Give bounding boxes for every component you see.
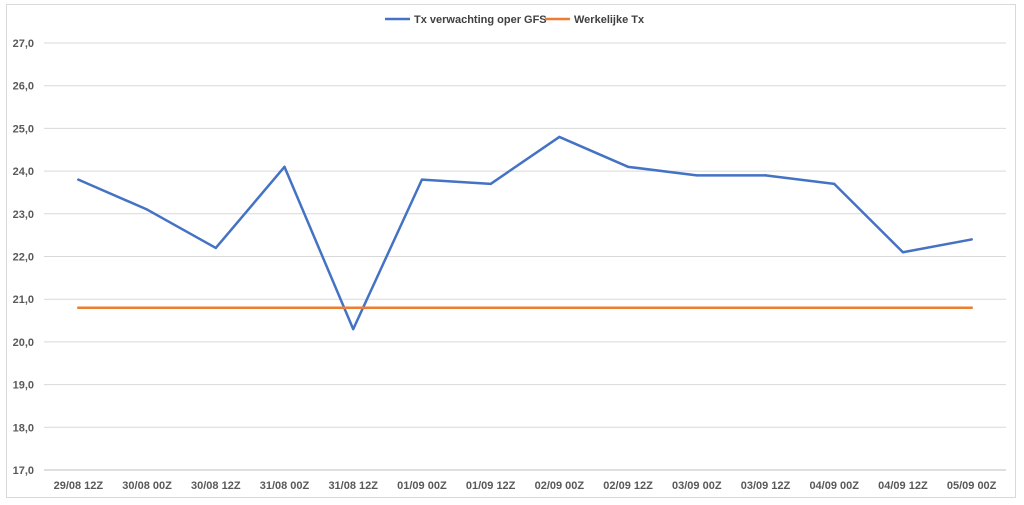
data-point (833, 182, 836, 186)
data-point (77, 178, 80, 181)
data-point (695, 174, 698, 177)
data-point (489, 182, 492, 186)
data-point (901, 306, 905, 309)
y-tick-label: 19,0 (13, 380, 34, 392)
data-point (833, 306, 836, 309)
legend: Tx verwachting oper GFS Werkelijke Tx (385, 14, 645, 26)
data-point (145, 208, 149, 211)
legend-label-forecast: Tx verwachting oper GFS (414, 14, 547, 26)
x-axis: 29/08 12Z 30/08 00Z 30/08 12Z 31/08 00Z 31/0… (54, 480, 997, 492)
x-tick-label: 02/09 00Z (535, 480, 585, 492)
data-point (489, 306, 492, 309)
data-point (283, 165, 286, 169)
x-tick-label: 01/09 00Z (397, 480, 447, 492)
data-point (352, 306, 355, 309)
gridlines (44, 42, 1006, 471)
data-point (145, 306, 149, 309)
data-point (901, 251, 905, 254)
data-point (558, 135, 561, 139)
x-tick-label: 29/08 12Z (54, 480, 104, 492)
data-point (420, 178, 424, 181)
x-tick-label: 04/09 12Z (878, 480, 928, 492)
x-tick-label: 31/08 12Z (328, 480, 378, 492)
data-point (764, 174, 767, 177)
x-tick-label: 31/08 00Z (260, 480, 310, 492)
y-tick-label: 25,0 (13, 123, 34, 135)
data-point (970, 306, 973, 309)
y-tick-label: 24,0 (13, 166, 34, 178)
data-point (214, 246, 217, 250)
x-tick-label: 30/08 00Z (122, 480, 172, 492)
y-tick-label: 26,0 (13, 81, 34, 93)
legend-item-forecast: Tx verwachting oper GFS (385, 14, 547, 26)
y-tick-label: 20,0 (13, 337, 34, 349)
y-tick-label: 23,0 (13, 209, 34, 221)
x-tick-label: 03/09 12Z (741, 480, 791, 492)
y-axis: 17,0 18,0 19,0 20,0 21,0 22,0 23,0 24,0 25,0 26,0… (13, 38, 34, 477)
y-tick-label: 18,0 (13, 422, 34, 434)
legend-label-actual: Werkelijke Tx (574, 14, 645, 26)
data-point (420, 306, 424, 309)
legend-item-actual: Werkelijke Tx (545, 14, 645, 26)
x-tick-label: 30/08 12Z (191, 480, 241, 492)
y-tick-label: 17,0 (13, 465, 34, 477)
series-line-0 (77, 135, 973, 331)
data-point (626, 306, 630, 309)
data-point (77, 306, 80, 309)
y-tick-label: 27,0 (13, 38, 34, 50)
x-tick-label: 03/09 00Z (672, 480, 722, 492)
x-tick-label: 04/09 00Z (809, 480, 859, 492)
data-point (214, 306, 217, 309)
y-tick-label: 22,0 (13, 252, 34, 264)
data-point (352, 327, 355, 331)
data-point (558, 306, 561, 309)
data-point (626, 165, 630, 169)
chart-frame (6, 4, 1016, 498)
data-point (970, 238, 973, 241)
x-tick-label: 02/09 12Z (603, 480, 653, 492)
x-tick-label: 01/09 12Z (466, 480, 516, 492)
x-tick-label: 05/09 00Z (947, 480, 997, 492)
data-point (764, 306, 767, 309)
data-point (695, 306, 698, 309)
series-layer (77, 135, 973, 331)
y-tick-label: 21,0 (13, 294, 34, 306)
data-point (283, 306, 286, 309)
